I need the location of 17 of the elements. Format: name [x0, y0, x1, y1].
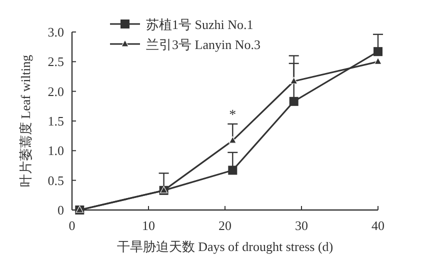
y-tick-label: 2.0 — [48, 84, 64, 99]
y-axis-title: 叶片萎蔫度 Leaf wilting — [18, 54, 33, 188]
y-tick-label: 0 — [58, 202, 64, 218]
x-tick-label: 10 — [142, 218, 155, 233]
x-tick-label: 0 — [68, 218, 76, 233]
y-tick-label: 1.5 — [48, 114, 64, 128]
y-tick-label: 1.0 — [48, 143, 64, 158]
x-tick-label: 20 — [218, 218, 232, 233]
legend-label: 苏植1号 Suzhi No.1 — [146, 17, 254, 32]
x-tick-label: 40 — [372, 218, 384, 233]
legend-label: 兰引3号 Lanyin No.3 — [146, 37, 260, 52]
annotation: * — [229, 108, 236, 123]
y-tick-label: 2.5 — [48, 54, 64, 70]
y-tick-label: 0.5 — [48, 172, 64, 188]
x-axis-title: 干旱胁迫天数 Days of drought stress (d) — [116, 239, 334, 254]
x-tick-label: 30 — [295, 218, 308, 233]
y-tick-label: 3.0 — [48, 24, 64, 40]
